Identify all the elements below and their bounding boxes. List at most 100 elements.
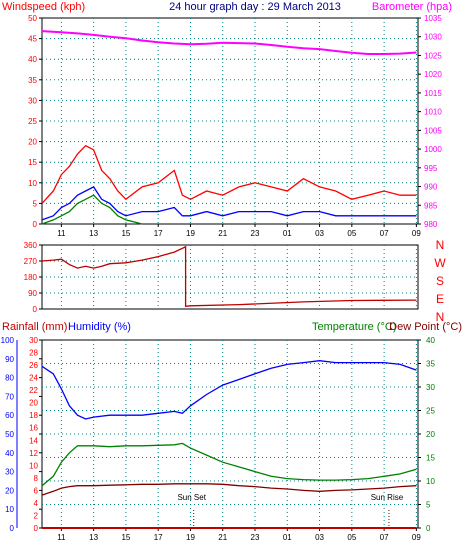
temp-series-humidity — [41, 360, 417, 420]
rainfall-tick-label-3: 6 — [34, 486, 39, 495]
humidity-tick-label-3: 30 — [5, 468, 14, 477]
temperature-tick-label-1: 5 — [426, 501, 431, 510]
temp-xtick-label-3: 17 — [154, 533, 163, 542]
humidity-tick-label-1: 10 — [5, 505, 14, 514]
barometer-tick-label-10: 1030 — [424, 33, 442, 42]
rainfall-tick-label-13: 26 — [29, 361, 38, 370]
humidity-tick-label-8: 80 — [5, 374, 14, 383]
windspeed-tick-label-4: 20 — [28, 138, 37, 147]
direction-tick-label-2: 180 — [24, 273, 38, 282]
windspeed-tick-label-0: 0 — [33, 220, 38, 229]
temperature-tick-label-7: 35 — [426, 360, 435, 369]
temp-xtick-label-7: 01 — [283, 533, 292, 542]
compass-label-3: E — [436, 292, 444, 306]
windspeed-tick-label-2: 10 — [28, 179, 37, 188]
sunset-label: Sun Set — [177, 493, 206, 502]
humidity-tick-label-0: 0 — [10, 524, 15, 533]
barometer-tick-label-3: 995 — [424, 164, 438, 173]
windspeed-tick-label-6: 30 — [28, 96, 37, 105]
rainfall-tick-label-2: 4 — [34, 499, 39, 508]
dewpoint-axis-title: Dew Point (°C) — [389, 321, 462, 333]
temperature-tick-label-0: 0 — [426, 524, 431, 533]
wind-xtick-label-5: 21 — [218, 229, 227, 238]
temp-series-dewpoint — [41, 483, 417, 496]
barometer-tick-label-5: 1005 — [424, 126, 442, 135]
humidity-tick-label-7: 70 — [5, 392, 14, 401]
humidity-tick-label-9: 90 — [5, 355, 14, 364]
windspeed-tick-label-10: 50 — [28, 14, 37, 23]
barometer-tick-label-1: 985 — [424, 201, 438, 210]
windspeed-tick-label-3: 15 — [28, 158, 37, 167]
wind-xtick-label-10: 07 — [380, 229, 389, 238]
direction-tick-label-1: 90 — [28, 289, 37, 298]
barometer-tick-label-0: 980 — [424, 220, 438, 229]
temperature-tick-label-4: 20 — [426, 430, 435, 439]
windspeed-tick-label-5: 25 — [28, 117, 37, 126]
wind-xtick-label-9: 05 — [347, 229, 356, 238]
barometer-tick-label-6: 1010 — [424, 108, 442, 117]
direction-tick-label-3: 270 — [24, 257, 38, 266]
rainfall-tick-label-0: 0 — [34, 524, 39, 533]
humidity-tick-label-5: 50 — [5, 430, 14, 439]
humidity-tick-label-2: 20 — [5, 486, 14, 495]
rainfall-tick-label-6: 12 — [29, 449, 38, 458]
wind-xtick-label-3: 17 — [154, 229, 163, 238]
direction-tick-label-0: 0 — [33, 305, 38, 314]
plot-layer: 0510152025303540455098098599099510001005… — [1, 14, 447, 542]
rainfall-tick-label-8: 16 — [29, 424, 38, 433]
temperature-tick-label-8: 40 — [426, 336, 435, 345]
temp-xtick-label-11: 09 — [412, 533, 421, 542]
temp-xtick-label-2: 15 — [121, 533, 130, 542]
rainfall-tick-label-10: 20 — [29, 399, 38, 408]
chart-title: 24 hour graph day : 29 March 2013 — [169, 1, 341, 13]
wind-xtick-label-6: 23 — [251, 229, 260, 238]
compass-label-1: W — [434, 256, 446, 270]
compass-label-2: S — [436, 274, 444, 288]
sunrise-label: Sun Rise — [371, 493, 404, 502]
temp-xtick-label-10: 07 — [380, 533, 389, 542]
direction-series — [41, 245, 417, 308]
compass-label-4: N — [436, 310, 445, 324]
temp-xtick-label-4: 19 — [186, 533, 195, 542]
wind-series-barometer — [41, 30, 417, 55]
temperature-tick-label-6: 30 — [426, 383, 435, 392]
wind-xtick-label-2: 15 — [121, 229, 130, 238]
barometer-axis-title: Barometer (hpa) — [372, 1, 452, 13]
temperature-axis-title: Temperature (°C) — [312, 321, 396, 333]
temp-xtick-label-6: 23 — [251, 533, 260, 542]
rainfall-tick-label-9: 18 — [29, 411, 38, 420]
barometer-tick-label-4: 1000 — [424, 145, 442, 154]
windspeed-tick-label-8: 40 — [28, 55, 37, 64]
windspeed-axis-title: Windspeed (kph) — [2, 1, 85, 13]
wind-xtick-label-8: 03 — [315, 229, 324, 238]
wind-series-average — [41, 194, 143, 225]
compass-label-0: N — [436, 238, 445, 252]
rainfall-tick-label-14: 28 — [29, 349, 38, 358]
rainfall-tick-label-15: 30 — [29, 336, 38, 345]
temperature-tick-label-5: 25 — [426, 407, 435, 416]
wind-xtick-label-11: 09 — [412, 229, 421, 238]
windspeed-tick-label-9: 45 — [28, 35, 37, 44]
windspeed-tick-label-7: 35 — [28, 76, 37, 85]
temp-xtick-label-0: 11 — [57, 533, 66, 542]
rainfall-tick-label-5: 10 — [29, 461, 38, 470]
temp-series-temperature — [41, 442, 417, 487]
wind-xtick-label-0: 11 — [57, 229, 66, 238]
barometer-tick-label-8: 1020 — [424, 70, 442, 79]
humidity-tick-label-10: 100 — [1, 336, 15, 345]
temp-xtick-label-8: 03 — [315, 533, 324, 542]
temperature-tick-label-2: 10 — [426, 477, 435, 486]
barometer-tick-label-11: 1035 — [424, 14, 442, 23]
wind-series-gust — [41, 144, 417, 204]
humidity-tick-label-6: 60 — [5, 411, 14, 420]
rainfall-axis-title: Rainfall (mm) — [2, 321, 67, 333]
rainfall-tick-label-12: 24 — [29, 374, 38, 383]
barometer-tick-label-9: 1025 — [424, 51, 442, 60]
temp-xtick-label-1: 13 — [89, 533, 98, 542]
rainfall-tick-label-11: 22 — [29, 386, 38, 395]
temp-xtick-label-5: 21 — [218, 533, 227, 542]
humidity-tick-label-4: 40 — [5, 449, 14, 458]
rainfall-tick-label-7: 14 — [29, 436, 38, 445]
